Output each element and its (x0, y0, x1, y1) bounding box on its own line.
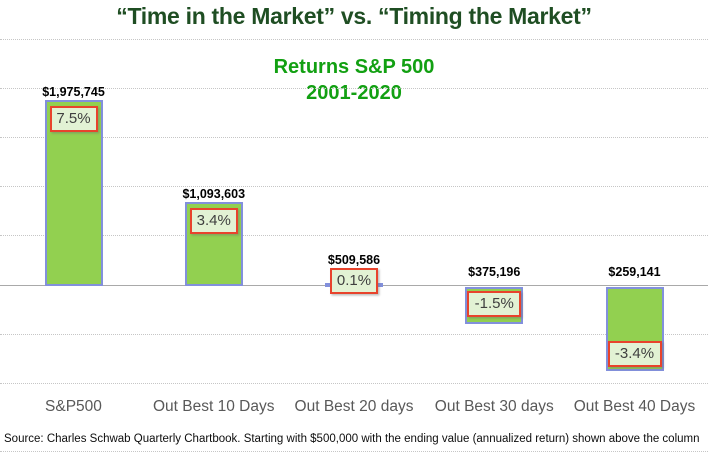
x-axis-label: Out Best 10 Days (153, 398, 275, 415)
return-label-box: -3.4% (607, 341, 662, 367)
subtitle-line-2: 2001-2020 (306, 82, 402, 104)
subtitle-line-1: Returns S&P 500 (273, 56, 435, 78)
ending-value-label: $1,093,603 (182, 187, 246, 201)
ending-value-label: $1,975,745 (42, 85, 105, 99)
chart-title: “Time in the Market” vs. “Timing the Mar… (116, 3, 592, 29)
chart-subtitle: Returns S&P 500 2001-2020 (0, 54, 708, 106)
gridline (0, 235, 708, 236)
gridline (0, 383, 708, 384)
gridline (0, 88, 708, 89)
gridline (0, 334, 708, 335)
ending-value-label: $375,196 (468, 265, 521, 279)
x-axis-label: Out Best 40 Days (573, 398, 696, 415)
return-label-box: -1.5% (467, 291, 522, 317)
x-axis-label: Out Best 30 days (434, 398, 554, 415)
gridline (0, 451, 708, 452)
x-axis-label: Out Best 20 days (294, 398, 414, 415)
gridline (0, 186, 708, 187)
return-label-box: 7.5% (49, 106, 98, 132)
x-axis-label: S&P500 (45, 398, 102, 415)
gridline (0, 137, 708, 138)
ending-value-label: $509,586 (327, 253, 381, 267)
return-label-box: 0.1% (330, 268, 378, 294)
return-label-box: 3.4% (189, 208, 238, 234)
gridline (0, 39, 708, 40)
ending-value-label: $259,141 (608, 265, 661, 279)
source-note: Source: Charles Schwab Quarterly Chartbo… (4, 433, 700, 445)
